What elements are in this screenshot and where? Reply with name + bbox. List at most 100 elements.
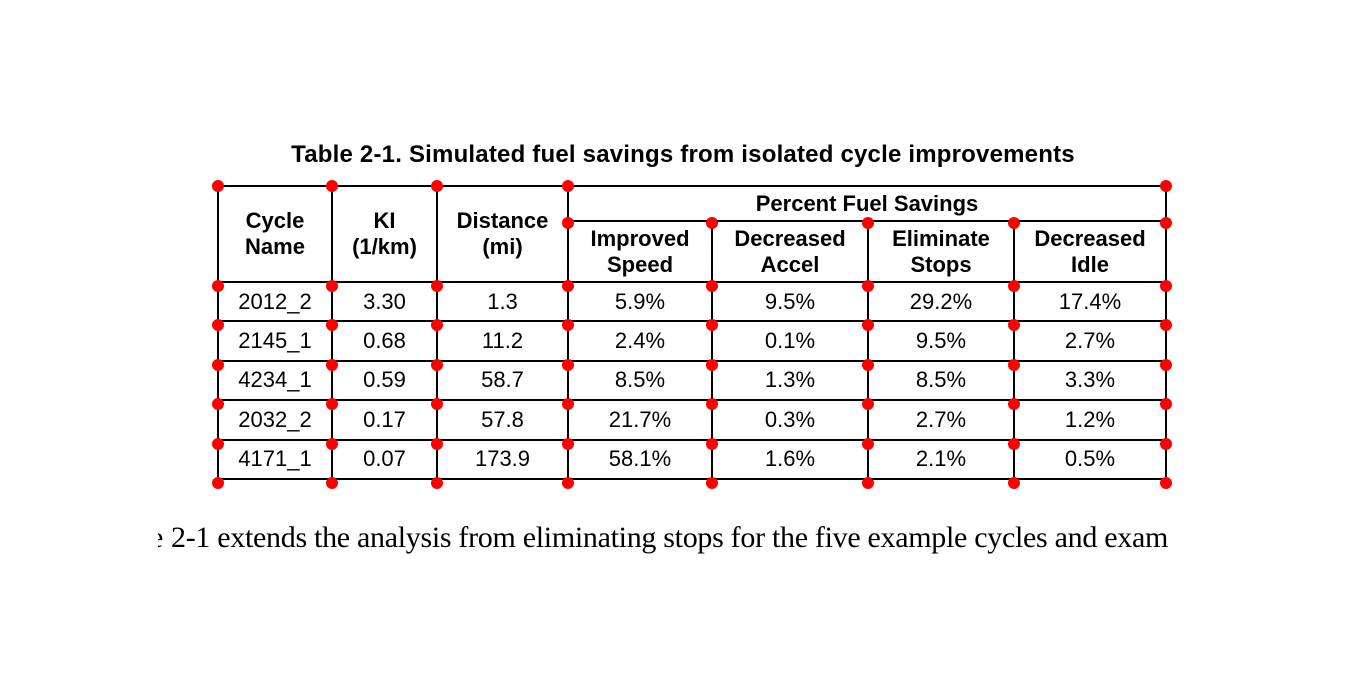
grid-marker-dot — [212, 398, 224, 410]
cell-eliminate-stops: 2.1% — [867, 438, 1015, 480]
cell-decreased-idle: 17.4% — [1013, 280, 1167, 323]
grid-marker-dot — [431, 319, 443, 331]
cell-eliminate-stops: 9.5% — [867, 320, 1015, 362]
header-row-sub: Improved Speed Decreased Accel Eliminate… — [218, 220, 1167, 283]
grid-marker-dot — [562, 217, 574, 229]
grid-marker-dot — [706, 280, 718, 292]
column-header-decreased-accel: Decreased Accel — [711, 220, 869, 283]
cell-decreased-idle: 2.7% — [1013, 320, 1167, 362]
grid-marker-dot — [862, 217, 874, 229]
grid-marker-dot — [326, 477, 338, 489]
grid-marker-dot — [1008, 477, 1020, 489]
cell-decreased-accel: 0.1% — [711, 320, 869, 362]
grid-marker-dot — [862, 477, 874, 489]
grid-marker-dot — [212, 180, 224, 192]
cell-distance: 11.2 — [436, 320, 569, 362]
grid-marker-dot — [862, 359, 874, 371]
header-row-group: Cycle Name KI (1/km) Distance (mi) Perce… — [217, 185, 1167, 283]
grid-marker-dot — [212, 477, 224, 489]
cell-distance: 173.9 — [436, 438, 569, 480]
cell-eliminate-stops: 29.2% — [867, 280, 1015, 323]
table-caption: Table 2-1. Simulated fuel savings from i… — [291, 141, 1075, 168]
cell-decreased-idle: 3.3% — [1013, 359, 1167, 402]
grid-marker-dot — [1160, 180, 1172, 192]
grid-marker-dot — [862, 398, 874, 410]
column-header-decreased-idle: Decreased Idle — [1013, 220, 1167, 283]
column-header-improved-speed: Improved Speed — [567, 220, 713, 283]
column-header-distance: Distance (mi) — [436, 185, 569, 283]
column-header-cycle-name: Cycle Name — [217, 185, 333, 283]
grid-marker-dot — [431, 398, 443, 410]
grid-marker-dot — [562, 319, 574, 331]
grid-marker-dot — [212, 280, 224, 292]
grid-marker-dot — [562, 398, 574, 410]
cell-distance: 1.3 — [436, 280, 569, 323]
grid-marker-dot — [1160, 359, 1172, 371]
grid-marker-dot — [862, 319, 874, 331]
grid-marker-dot — [562, 438, 574, 450]
cell-cycle-name: 2145_1 — [217, 320, 333, 362]
cell-decreased-idle: 0.5% — [1013, 438, 1167, 480]
grid-marker-dot — [1160, 280, 1172, 292]
cell-decreased-accel: 9.5% — [711, 280, 869, 323]
grid-marker-dot — [706, 477, 718, 489]
grid-marker-dot — [1160, 319, 1172, 331]
table-row: 4234_1 0.59 58.7 8.5% 1.3% 8.5% 3.3% — [217, 359, 1167, 402]
grid-marker-dot — [212, 438, 224, 450]
table-row: 2032_2 0.17 57.8 21.7% 0.3% 2.7% 1.2% — [217, 399, 1167, 441]
grid-marker-dot — [1160, 398, 1172, 410]
grid-marker-dot — [706, 398, 718, 410]
cell-cycle-name: 2012_2 — [217, 280, 333, 323]
clipped-character-fragment: e — [158, 521, 163, 557]
cell-cycle-name: 4171_1 — [217, 438, 333, 480]
table-row: 2145_1 0.68 11.2 2.4% 0.1% 9.5% 2.7% — [217, 320, 1167, 362]
cell-improved-speed: 5.9% — [567, 280, 713, 323]
grid-marker-dot — [1160, 438, 1172, 450]
column-header-ki: KI (1/km) — [331, 185, 438, 283]
fuel-savings-table: Cycle Name KI (1/km) Distance (mi) Perce… — [217, 185, 1167, 480]
cell-eliminate-stops: 8.5% — [867, 359, 1015, 402]
grid-marker-dot — [431, 359, 443, 371]
cell-ki: 0.07 — [331, 438, 438, 480]
cell-improved-speed: 21.7% — [567, 399, 713, 441]
grid-marker-dot — [562, 477, 574, 489]
grid-marker-dot — [562, 359, 574, 371]
grid-marker-dot — [212, 319, 224, 331]
grid-marker-dot — [562, 280, 574, 292]
grid-marker-dot — [326, 319, 338, 331]
grid-marker-dot — [1008, 217, 1020, 229]
grid-marker-dot — [862, 280, 874, 292]
cell-decreased-idle: 1.2% — [1013, 399, 1167, 441]
cell-cycle-name: 4234_1 — [217, 359, 333, 402]
grid-marker-dot — [1008, 438, 1020, 450]
grid-marker-dot — [1160, 477, 1172, 489]
grid-marker-dot — [431, 280, 443, 292]
body-text-line: e 2-1 extends the analysis from eliminat… — [158, 521, 1168, 555]
grid-marker-dot — [431, 477, 443, 489]
grid-marker-dot — [431, 180, 443, 192]
grid-marker-dot — [326, 280, 338, 292]
grid-marker-dot — [326, 359, 338, 371]
grid-marker-dot — [862, 438, 874, 450]
group-header-percent-fuel-savings: Percent Fuel Savings — [567, 185, 1167, 222]
grid-marker-dot — [326, 438, 338, 450]
grid-marker-dot — [431, 438, 443, 450]
cell-distance: 58.7 — [436, 359, 569, 402]
column-header-eliminate-stops: Eliminate Stops — [867, 220, 1015, 283]
cell-ki: 3.30 — [331, 280, 438, 323]
grid-marker-dot — [1008, 359, 1020, 371]
body-text-content: 2-1 extends the analysis from eliminatin… — [171, 521, 1168, 554]
grid-marker-dot — [706, 217, 718, 229]
cell-improved-speed: 58.1% — [567, 438, 713, 480]
cell-decreased-accel: 0.3% — [711, 399, 869, 441]
cell-improved-speed: 8.5% — [567, 359, 713, 402]
grid-marker-dot — [706, 359, 718, 371]
grid-marker-dot — [326, 180, 338, 192]
grid-marker-dot — [562, 180, 574, 192]
grid-marker-dot — [1008, 319, 1020, 331]
grid-marker-dot — [1008, 280, 1020, 292]
cell-distance: 57.8 — [436, 399, 569, 441]
table-row: 4171_1 0.07 173.9 58.1% 1.6% 2.1% 0.5% — [217, 438, 1167, 480]
cell-decreased-accel: 1.6% — [711, 438, 869, 480]
